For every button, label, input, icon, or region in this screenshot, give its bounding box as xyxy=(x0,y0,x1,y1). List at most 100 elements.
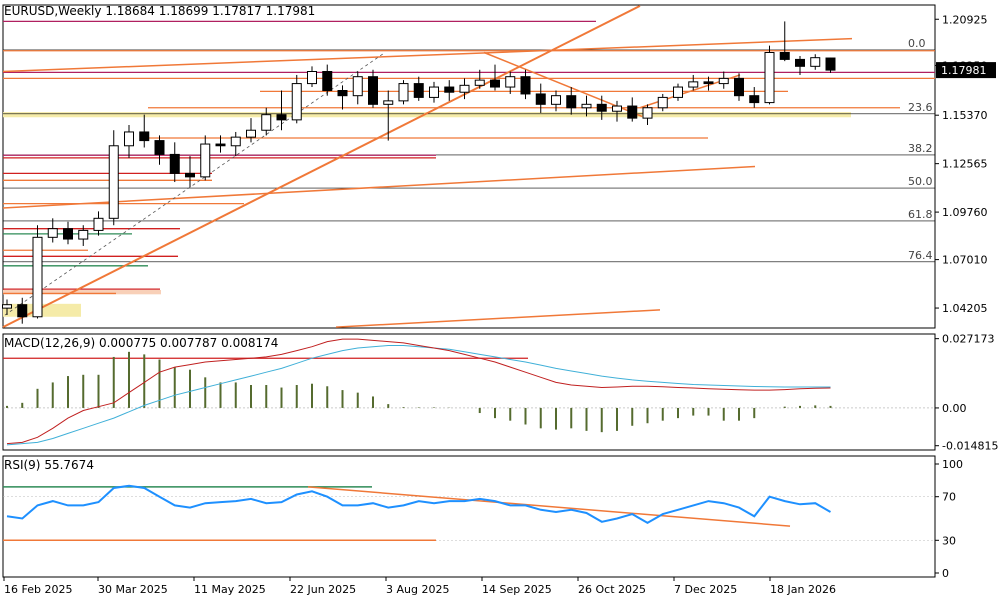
candle xyxy=(749,87,760,108)
bull-candle-body xyxy=(108,145,119,219)
candle xyxy=(413,76,424,101)
candle xyxy=(352,71,363,105)
macd-tick-label: -0.014815 xyxy=(942,440,998,453)
macd-panel xyxy=(2,333,936,451)
price-tick-label: 1.12565 xyxy=(942,158,988,171)
trend-line xyxy=(2,4,641,329)
bull-candle-body xyxy=(429,86,439,98)
bull-candle-body xyxy=(764,52,775,104)
candle xyxy=(215,135,226,153)
bear-candle-body xyxy=(490,79,500,88)
candle xyxy=(154,135,165,165)
time-axis-label: 18 Jan 2026 xyxy=(770,583,836,596)
time-axis-label: 3 Aug 2025 xyxy=(386,583,449,596)
bear-candle-body xyxy=(444,86,455,93)
bull-candle-body xyxy=(230,136,241,147)
fib-level-label: 61.8 xyxy=(908,208,933,221)
bear-candle-body xyxy=(368,76,378,105)
bull-candle-body xyxy=(642,107,653,119)
candle xyxy=(673,83,683,101)
candle xyxy=(657,93,668,112)
price-panel xyxy=(2,4,936,329)
price-tick-label: 1.09760 xyxy=(942,206,988,219)
bear-candle-body xyxy=(322,71,333,91)
candle xyxy=(825,57,836,73)
bull-candle-body xyxy=(291,83,302,121)
macd-main-line xyxy=(6,345,831,446)
candle xyxy=(291,74,302,124)
bull-candle-body xyxy=(688,81,699,88)
trend-line xyxy=(335,309,661,328)
fib-level-label: 50.0 xyxy=(908,175,933,188)
candle xyxy=(490,64,500,91)
fib-level-label: 76.4 xyxy=(908,249,933,262)
candle xyxy=(276,90,287,131)
time-axis-label: 7 Dec 2025 xyxy=(674,583,737,596)
candle xyxy=(474,69,485,89)
bear-candle-body xyxy=(169,153,180,174)
bear-candle-body xyxy=(566,95,577,109)
bear-candle-body xyxy=(337,90,348,97)
price-tick-label: 1.20925 xyxy=(942,13,988,26)
bull-candle-body xyxy=(261,114,272,131)
bull-candle-body xyxy=(93,217,104,231)
candle xyxy=(383,90,394,141)
macd-name: MACD(12,26,9) xyxy=(4,336,96,350)
candle xyxy=(642,104,653,126)
bull-candle-body xyxy=(505,76,516,88)
candle xyxy=(246,118,256,143)
bull-candle-body xyxy=(474,79,485,86)
candle xyxy=(551,90,561,112)
bear-candle-body xyxy=(520,76,531,95)
candle xyxy=(32,225,43,319)
time-axis-label: 14 Sep 2025 xyxy=(482,583,552,596)
candle xyxy=(581,95,592,117)
bull-candle-body xyxy=(2,304,12,309)
candle xyxy=(734,73,744,101)
rsi-name: RSI(9) xyxy=(4,458,41,472)
bear-candle-body xyxy=(413,83,424,98)
macd-tick-label: 0.027173 xyxy=(942,333,995,346)
bear-candle-body xyxy=(627,105,638,119)
bull-candle-body xyxy=(47,228,58,238)
price-tick-label: 1.04205 xyxy=(942,302,988,315)
bear-candle-body xyxy=(139,131,150,142)
fib-level-label: 23.6 xyxy=(908,101,933,114)
bull-candle-body xyxy=(352,76,363,97)
candle xyxy=(535,83,546,113)
rsi-value: 55.7674 xyxy=(44,458,94,472)
time-axis-label: 22 Jun 2025 xyxy=(290,583,356,596)
candle xyxy=(779,21,790,62)
bull-candle-body xyxy=(246,129,256,138)
candle xyxy=(261,107,272,136)
bull-candle-body xyxy=(551,95,561,105)
candle xyxy=(429,81,439,103)
peach-band xyxy=(3,290,161,295)
bear-candle-body xyxy=(734,77,744,97)
bull-candle-body xyxy=(612,105,622,112)
fib-level-label: 38.2 xyxy=(908,142,933,155)
bear-candle-body xyxy=(215,143,226,147)
macd-signal-line xyxy=(6,338,831,445)
time-axis-label: 11 May 2025 xyxy=(194,583,266,596)
candle xyxy=(627,97,638,122)
candle xyxy=(368,69,378,108)
dashed-trend-line xyxy=(4,52,386,316)
support-zone-upper xyxy=(3,112,851,118)
bull-candle-body xyxy=(32,236,43,318)
candle xyxy=(78,225,89,246)
bull-candle-body xyxy=(124,131,134,147)
candle xyxy=(63,221,73,245)
candle xyxy=(307,66,317,88)
bear-candle-body xyxy=(703,81,714,85)
bull-candle-body xyxy=(581,103,592,109)
rsi-title: RSI(9) 55.7674 xyxy=(4,458,94,472)
candle xyxy=(230,131,241,157)
candle xyxy=(185,156,195,188)
rsi-line xyxy=(6,484,832,525)
candle xyxy=(2,299,12,316)
candle xyxy=(764,45,775,105)
candle xyxy=(169,142,180,183)
candle xyxy=(124,125,134,158)
